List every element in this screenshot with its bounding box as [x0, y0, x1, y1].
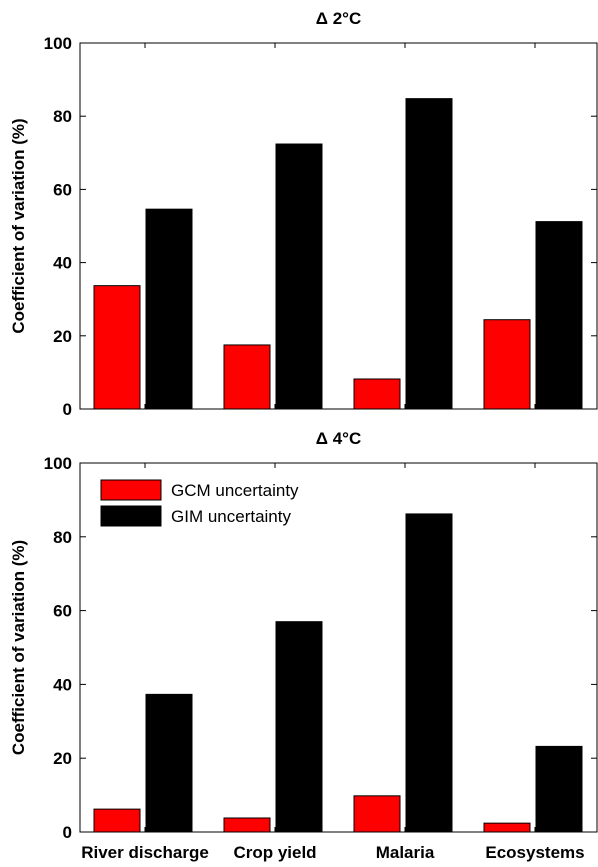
axes-box: [79, 42, 598, 410]
y-tick-label: 100: [44, 454, 72, 473]
bar-gcm-uncertainty-1: [223, 344, 271, 410]
bar-gcm-uncertainty-3: [483, 822, 531, 833]
y-tick-label: 80: [53, 528, 72, 547]
panel-1: Δ 2°C Coefficient of variation (%) 0 20 40 60…: [9, 9, 598, 419]
legend-label: GIM uncertainty: [171, 507, 291, 526]
y-axis-label: Coefficient of variation (%): [9, 540, 28, 755]
x-tick-label: Ecosystems: [485, 843, 584, 862]
y-tick-label: 20: [53, 749, 72, 768]
legend-swatch: [100, 505, 162, 527]
bar-gim-uncertainty-3: [535, 221, 583, 410]
y-tick-label: 40: [53, 675, 72, 694]
y-tick-label: 20: [53, 327, 72, 346]
y-tick-label: 60: [53, 180, 72, 199]
bar-gcm-uncertainty-2: [353, 378, 401, 410]
bar-gim-uncertainty-1: [275, 143, 323, 410]
panel-2: Δ 4°C Coefficient of variation (%) River d…: [9, 429, 598, 862]
chart-title: Δ 2°C: [316, 9, 361, 28]
legend-swatch: [100, 479, 162, 501]
bar-gim-uncertainty-0: [145, 208, 193, 410]
y-tick-label: 0: [63, 823, 72, 842]
x-tick-label: Malaria: [376, 843, 435, 862]
bar-gim-uncertainty-1: [275, 621, 323, 833]
legend-label: GCM uncertainty: [171, 481, 299, 500]
chart-title: Δ 4°C: [316, 429, 361, 448]
bar-gcm-uncertainty-0: [93, 285, 141, 410]
bar-gcm-uncertainty-2: [353, 795, 401, 833]
bar-gim-uncertainty-3: [535, 745, 583, 833]
bar-gcm-uncertainty-1: [223, 817, 271, 833]
bar-gcm-uncertainty-3: [483, 319, 531, 410]
bar-gim-uncertainty-2: [405, 98, 453, 410]
y-axis-label: Coefficient of variation (%): [9, 118, 28, 333]
axes-box: [79, 462, 598, 833]
y-tick-label: 60: [53, 602, 72, 621]
bar-gim-uncertainty-0: [145, 693, 193, 833]
bar-gcm-uncertainty-0: [93, 808, 141, 833]
x-tick-label: River discharge: [81, 843, 209, 862]
x-tick-label: Crop yield: [233, 843, 316, 862]
y-tick-label: 100: [44, 34, 72, 53]
y-tick-label: 80: [53, 107, 72, 126]
y-tick-label: 40: [53, 254, 72, 273]
y-tick-label: 0: [63, 400, 72, 419]
bar-gim-uncertainty-2: [405, 513, 453, 833]
